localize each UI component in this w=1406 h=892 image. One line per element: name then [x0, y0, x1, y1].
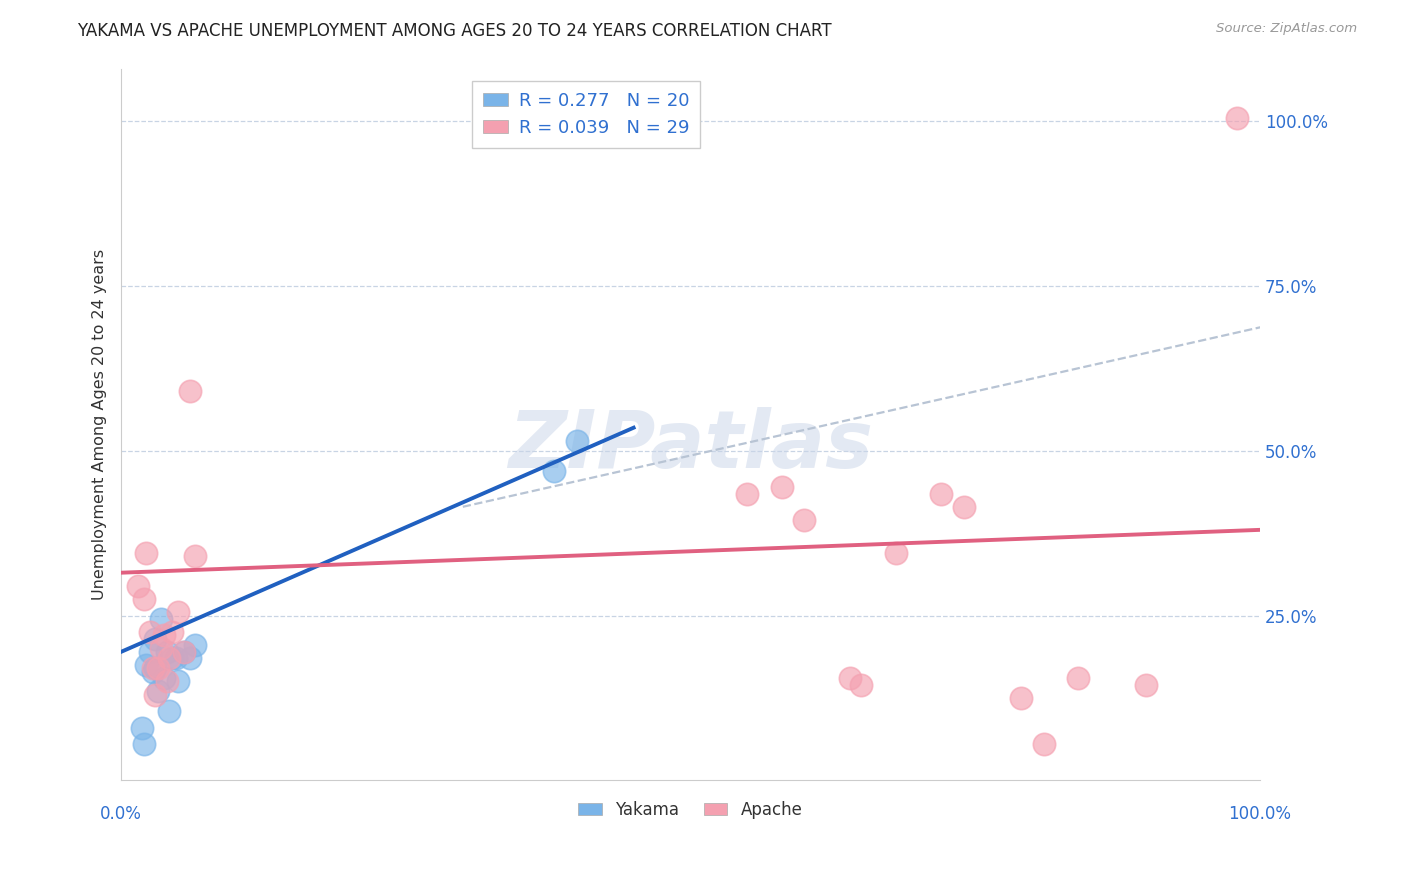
Point: [127, 579, 149, 593]
Point: [138, 645, 160, 659]
Point: [135, 657, 157, 672]
Text: Source: ZipAtlas.com: Source: ZipAtlas.com: [1216, 22, 1357, 36]
Point: [131, 721, 153, 735]
Text: ZIPatlas: ZIPatlas: [508, 407, 873, 484]
Point: [153, 628, 176, 642]
Point: [173, 645, 195, 659]
Point: [135, 546, 157, 560]
Point: [543, 464, 565, 478]
Point: [162, 625, 184, 640]
Point: [145, 632, 167, 646]
Point: [150, 641, 173, 656]
Point: [167, 605, 190, 619]
Point: [138, 625, 160, 640]
Point: [153, 671, 176, 685]
Point: [146, 684, 169, 698]
Point: [165, 651, 187, 665]
Point: [157, 704, 180, 718]
Legend: Yakama, Apache: Yakama, Apache: [572, 794, 810, 825]
Point: [167, 674, 190, 689]
Point: [793, 513, 815, 527]
Point: [162, 651, 184, 665]
Point: [145, 688, 167, 702]
Point: [179, 384, 201, 399]
Point: [737, 486, 759, 500]
Point: [156, 674, 179, 689]
Point: [929, 486, 952, 500]
Point: [173, 645, 195, 659]
Point: [1010, 690, 1032, 705]
Point: [156, 645, 179, 659]
Text: YAKAMA VS APACHE UNEMPLOYMENT AMONG AGES 20 TO 24 YEARS CORRELATION CHART: YAKAMA VS APACHE UNEMPLOYMENT AMONG AGES…: [77, 22, 832, 40]
Point: [884, 546, 907, 560]
Text: 0.0%: 0.0%: [100, 805, 142, 823]
Point: [839, 671, 862, 685]
Point: [953, 500, 976, 514]
Point: [150, 612, 173, 626]
Point: [146, 661, 169, 675]
Point: [132, 592, 155, 607]
Point: [132, 737, 155, 751]
Point: [179, 651, 201, 665]
Point: [1135, 678, 1157, 692]
Text: 100.0%: 100.0%: [1229, 805, 1291, 823]
Point: [145, 661, 167, 675]
Point: [1032, 737, 1054, 751]
Point: [157, 651, 180, 665]
Point: [1066, 671, 1088, 685]
Point: [184, 638, 207, 652]
Point: [142, 665, 165, 679]
Point: [1226, 111, 1249, 125]
Point: [142, 661, 165, 675]
Y-axis label: Unemployment Among Ages 20 to 24 years: Unemployment Among Ages 20 to 24 years: [93, 249, 107, 600]
Point: [565, 434, 588, 448]
Point: [184, 549, 207, 564]
Point: [851, 678, 873, 692]
Point: [770, 480, 793, 494]
